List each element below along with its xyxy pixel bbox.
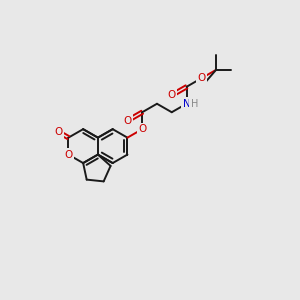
Text: O: O xyxy=(64,150,73,160)
Text: O: O xyxy=(138,124,146,134)
Text: O: O xyxy=(64,150,73,160)
Text: N: N xyxy=(183,99,190,109)
Text: O: O xyxy=(168,90,176,100)
Text: H: H xyxy=(190,99,198,109)
Text: O: O xyxy=(123,116,132,126)
Text: O: O xyxy=(197,73,206,83)
Text: O: O xyxy=(55,127,63,137)
